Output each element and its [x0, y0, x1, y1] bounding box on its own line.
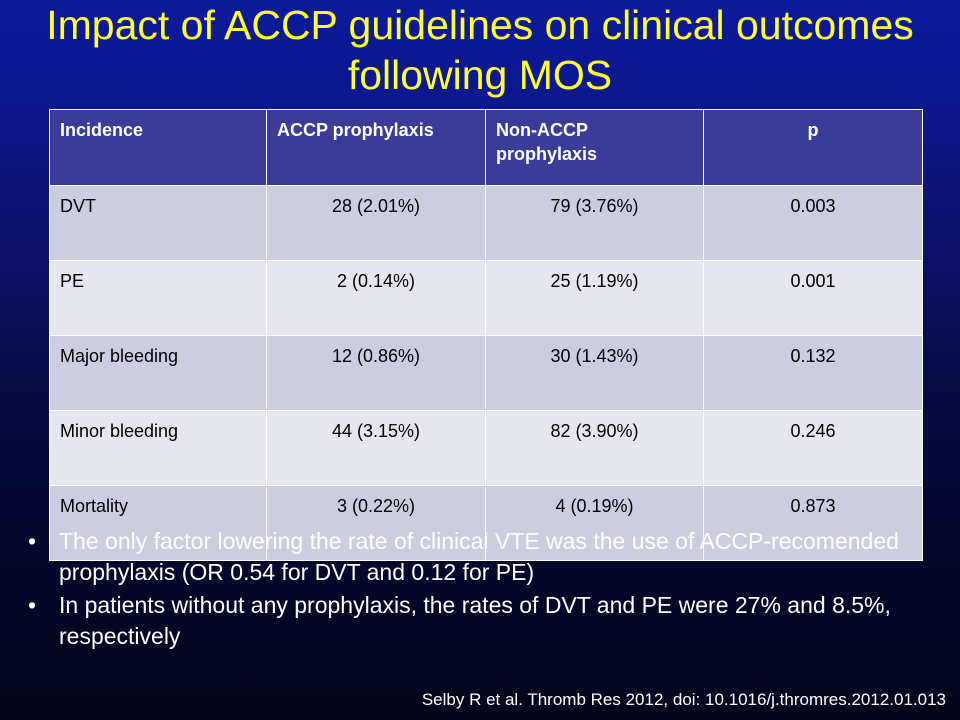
bullet-text: In patients without any prophylaxis, the… — [59, 592, 891, 649]
non-accp-value: 79 (3.76%) — [485, 185, 704, 261]
row-label: Mortality — [49, 485, 267, 561]
non-accp-value: 30 (1.43%) — [485, 335, 704, 411]
row-label: Major bleeding — [49, 335, 267, 411]
bullet-icon: • — [28, 592, 37, 618]
table-row: DVT 28 (2.01%) 79 (3.76%) 0.003 — [49, 185, 923, 261]
list-item: • In patients without any prophylaxis, t… — [28, 590, 908, 652]
p-value: 0.132 — [703, 335, 923, 411]
table-row: PE 2 (0.14%) 25 (1.19%) 0.001 — [49, 260, 923, 336]
header-accp-prophylaxis: ACCP prophylaxis — [266, 109, 486, 186]
p-value: 0.001 — [703, 260, 923, 336]
slide-title: Impact of ACCP guidelines on clinical ou… — [46, 2, 914, 98]
table-header-row: Incidence ACCP prophylaxis Non-ACCP prop… — [49, 109, 923, 186]
header-non-accp-prophylaxis: Non-ACCP prophylaxis — [485, 109, 704, 186]
row-label: PE — [49, 260, 267, 336]
table-row: Major bleeding 12 (0.86%) 30 (1.43%) 0.1… — [49, 335, 923, 411]
non-accp-value: 25 (1.19%) — [485, 260, 704, 336]
table-row: Minor bleeding 44 (3.15%) 82 (3.90%) 0.2… — [49, 410, 923, 486]
header-p-value: p — [703, 109, 923, 186]
row-label: Minor bleeding — [49, 410, 267, 486]
non-accp-value: 4 (0.19%) — [485, 485, 704, 561]
header-incidence: Incidence — [49, 109, 267, 186]
p-value: 0.873 — [703, 485, 923, 561]
accp-value: 12 (0.86%) — [266, 335, 486, 411]
table-row: Mortality 3 (0.22%) 4 (0.19%) 0.873 — [49, 485, 923, 561]
accp-value: 2 (0.14%) — [266, 260, 486, 336]
list-item: • The only factor lowering the rate of c… — [28, 526, 908, 588]
findings-list: • The only factor lowering the rate of c… — [28, 526, 908, 654]
bullet-icon: • — [28, 528, 37, 554]
accp-value: 44 (3.15%) — [266, 410, 486, 486]
outcomes-table: Incidence ACCP prophylaxis Non-ACCP prop… — [49, 109, 923, 561]
p-value: 0.246 — [703, 410, 923, 486]
accp-value: 28 (2.01%) — [266, 185, 486, 261]
bullet-text: The only factor lowering the rate of cli… — [59, 528, 899, 585]
row-label: DVT — [49, 185, 267, 261]
non-accp-value: 82 (3.90%) — [485, 410, 704, 486]
citation: Selby R et al. Thromb Res 2012, doi: 10.… — [421, 690, 946, 709]
p-value: 0.003 — [703, 185, 923, 261]
